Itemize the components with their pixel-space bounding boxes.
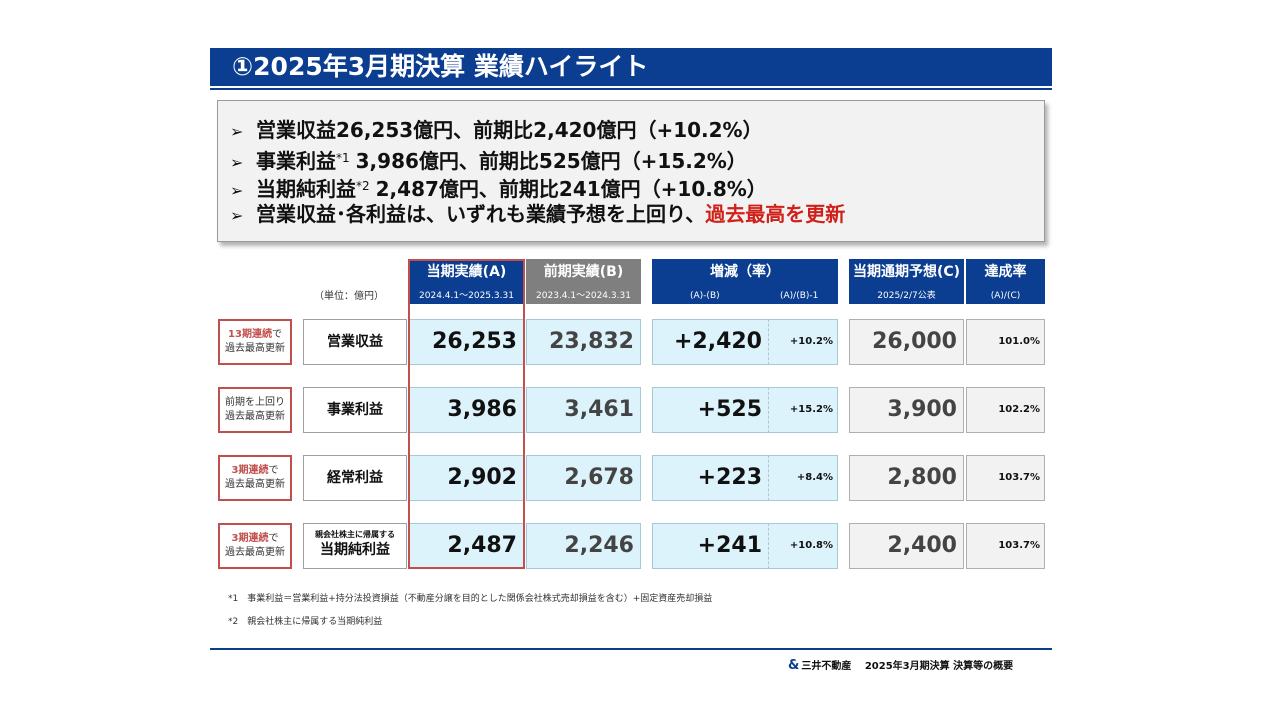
- row-label: 親会社株主に帰属する 当期純利益: [303, 523, 407, 569]
- change-value: +525: [652, 387, 769, 433]
- current-value: 3,986: [409, 387, 524, 433]
- title-bar: ①2025年3月期決算 業績ハイライト: [210, 48, 1052, 86]
- title-underline: [210, 88, 1052, 90]
- change-value: +241: [652, 523, 769, 569]
- header-change: 増減（率） (A)-(B) (A)/(B)-1: [652, 259, 838, 304]
- forecast-value: 2,800: [849, 455, 964, 501]
- prior-value: 3,461: [526, 387, 641, 433]
- row-label: 経常利益: [303, 455, 407, 501]
- row-label: 事業利益: [303, 387, 407, 433]
- highlight-4: ➢ 営業収益･各利益は、いずれも業績予想を上回り、過去最高を更新: [230, 200, 845, 228]
- page-title: ①2025年3月期決算 業績ハイライト: [232, 52, 649, 81]
- header-achieve: 達成率 (A)/(C): [966, 259, 1045, 304]
- current-value: 2,487: [409, 523, 524, 569]
- achieve-rate: 103.7%: [966, 455, 1045, 501]
- footer-line: [210, 648, 1052, 650]
- forecast-value: 2,400: [849, 523, 964, 569]
- company-logo-icon: &: [788, 658, 800, 673]
- achieve-rate: 103.7%: [966, 523, 1045, 569]
- highlight-3: ➢ 当期純利益*2 2,487億円、前期比241億円（+10.8%）: [230, 172, 767, 201]
- record-badge: 3期連続で 過去最高更新: [218, 455, 292, 501]
- highlight-2: ➢ 事業利益*1 3,986億円、前期比525億円（+15.2%）: [230, 144, 747, 173]
- prior-value: 2,246: [526, 523, 641, 569]
- arrow-bullet-icon: ➢: [230, 122, 244, 141]
- footnote-1: *1 事業利益＝営業利益+持分法投資損益（不動産分譲を目的とした関係会社株式売却…: [228, 594, 713, 604]
- change-rate: +15.2%: [769, 387, 838, 433]
- footnote-2: *2 親会社株主に帰属する当期純利益: [228, 617, 383, 627]
- arrow-bullet-icon: ➢: [230, 206, 244, 225]
- change-value: +2,420: [652, 319, 769, 365]
- arrow-bullet-icon: ➢: [230, 181, 244, 200]
- prior-value: 23,832: [526, 319, 641, 365]
- company-name: 三井不動産: [801, 661, 852, 672]
- change-rate: +8.4%: [769, 455, 838, 501]
- record-badge: 前期を上回り 過去最高更新: [218, 387, 292, 433]
- header-prior: 前期実績(B) 2023.4.1～2024.3.31: [526, 259, 641, 304]
- achieve-rate: 101.0%: [966, 319, 1045, 365]
- header-current: 当期実績(A) 2024.4.1～2025.3.31: [409, 259, 524, 304]
- current-value: 2,902: [409, 455, 524, 501]
- forecast-value: 26,000: [849, 319, 964, 365]
- prior-value: 2,678: [526, 455, 641, 501]
- highlights-box: ➢ 営業収益26,253億円、前期比2,420億円（+10.2%） ➢ 事業利益*1…: [217, 100, 1045, 242]
- document-name: 2025年3月期決算 決算等の概要: [864, 661, 1014, 672]
- highlight-1: ➢ 営業収益26,253億円、前期比2,420億円（+10.2%）: [230, 116, 763, 144]
- forecast-value: 3,900: [849, 387, 964, 433]
- footer: & 三井不動産 2025年3月期決算 決算等の概要: [788, 657, 1013, 673]
- header-forecast: 当期通期予想(C) 2025/2/7公表: [849, 259, 964, 304]
- unit-label: （単位：億円）: [314, 291, 384, 302]
- change-value: +223: [652, 455, 769, 501]
- arrow-bullet-icon: ➢: [230, 153, 244, 172]
- record-badge: 3期連続で 過去最高更新: [218, 523, 292, 569]
- change-rate: +10.8%: [769, 523, 838, 569]
- row-label: 営業収益: [303, 319, 407, 365]
- current-value: 26,253: [409, 319, 524, 365]
- record-badge: 13期連続で 過去最高更新: [218, 319, 292, 365]
- achieve-rate: 102.2%: [966, 387, 1045, 433]
- change-rate: +10.2%: [769, 319, 838, 365]
